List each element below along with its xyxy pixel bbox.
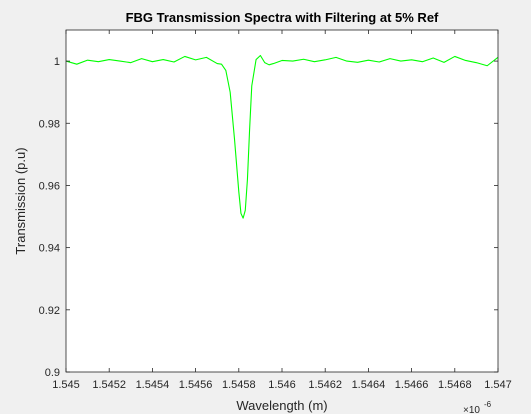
y-tick-label: 0.94 — [39, 243, 60, 255]
plot-area — [66, 30, 498, 372]
y-axis-label: Transmission (p.u) — [13, 147, 28, 254]
x-tick-label: 1.5462 — [308, 379, 342, 391]
x-tick-label: 1.545 — [52, 379, 80, 391]
x-tick-label: 1.5456 — [179, 379, 213, 391]
plot-lines — [65, 54, 499, 219]
y-tick-labels: 0.9 0.92 0.94 0.96 0.98 1 — [39, 56, 60, 379]
chart-title: FBG Transmission Spectra with Filtering … — [126, 10, 439, 25]
x-tick-label: 1.546 — [268, 379, 296, 391]
y-tick-label: 1 — [54, 56, 60, 68]
x-tick-label: 1.5458 — [222, 379, 256, 391]
y-tick-label: 0.98 — [39, 118, 60, 130]
series-line-0 — [65, 54, 499, 219]
y-tick-label: 0.96 — [39, 180, 60, 192]
x-axis-label: Wavelength (m) — [236, 398, 327, 413]
x-tick-label: 1.547 — [484, 379, 512, 391]
x-tick-label: 1.5452 — [92, 379, 126, 391]
x-tick-label: 1.5454 — [136, 379, 170, 391]
x-tick-label: 1.5464 — [352, 379, 386, 391]
y-tick-label: 0.92 — [39, 305, 60, 317]
x-axis-exponent-base: ×10 — [463, 405, 480, 414]
x-tick-label: 1.5468 — [438, 379, 472, 391]
x-tick-label: 1.5466 — [395, 379, 429, 391]
x-tick-labels: 1.545 1.5452 1.5454 1.5456 1.5458 1.546 1.5462… — [52, 379, 512, 391]
x-axis-exponent: -6 — [484, 400, 492, 409]
y-tick-label: 0.9 — [45, 367, 60, 379]
axes-box — [65, 29, 499, 373]
